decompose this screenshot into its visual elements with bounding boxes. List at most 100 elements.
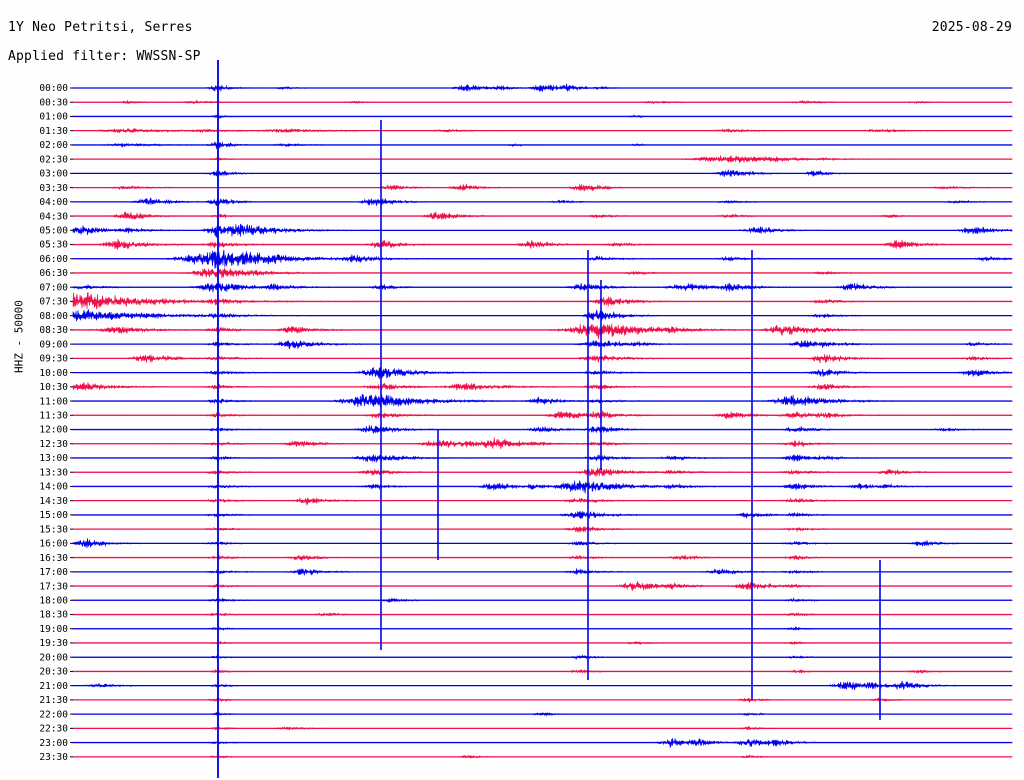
trace-row: [72, 510, 1013, 519]
time-tick-label: 19:30: [39, 638, 68, 649]
trace-row: [72, 291, 1013, 310]
time-tick-label: 01:00: [39, 112, 68, 123]
trace-row: [72, 127, 1013, 134]
trace-row: [72, 141, 1013, 150]
time-tick-label: 22:00: [39, 709, 68, 720]
trace-row: [72, 382, 1013, 391]
trace-row: [72, 597, 1013, 604]
time-tick-label: 20:00: [39, 652, 68, 663]
filter-label: Applied filter: WWSSN-SP: [8, 49, 201, 64]
time-tick-label: 03:30: [39, 183, 68, 194]
time-tick-label: 17:00: [39, 567, 68, 578]
trace-row: [72, 83, 1013, 92]
trace-row: [72, 467, 1013, 478]
time-tick-label: 01:30: [39, 126, 68, 137]
time-tick-label: 10:00: [39, 368, 68, 379]
trace-row: [72, 410, 1013, 421]
trace-row: [72, 168, 1013, 179]
time-tick-label: 23:30: [39, 752, 68, 763]
trace-row: [72, 580, 1013, 591]
trace-row: [72, 626, 1013, 631]
trace-row: [72, 711, 1013, 717]
time-tick-label: 03:00: [39, 169, 68, 180]
time-tick-label: 06:30: [39, 268, 68, 279]
time-tick-label: 16:00: [39, 539, 68, 550]
trace-row: [72, 353, 1013, 364]
time-tick-label: 11:30: [39, 410, 68, 421]
trace-row: [72, 480, 1013, 494]
time-tick-label: 14:30: [39, 496, 68, 507]
trace-row: [72, 267, 1013, 279]
time-tick-label: 20:30: [39, 667, 68, 678]
trace-row: [72, 640, 1013, 646]
time-tick-label: 10:30: [39, 382, 68, 393]
time-tick-label: 19:00: [39, 624, 68, 635]
time-tick-label: 09:00: [39, 339, 68, 350]
trace-row: [72, 425, 1013, 434]
trace-row: [72, 183, 1013, 192]
trace-row: [72, 393, 1013, 408]
time-tick-label: 22:30: [39, 724, 68, 735]
time-tick-label: 08:00: [39, 311, 68, 322]
trace-row: [72, 567, 1013, 576]
time-tick-label: 23:00: [39, 738, 68, 749]
time-tick-label: 07:00: [39, 282, 68, 293]
time-tick-label: 18:00: [39, 595, 68, 606]
trace-row: [72, 308, 1013, 322]
time-tick-label: 15:30: [39, 524, 68, 535]
time-tick-label: 16:30: [39, 553, 68, 564]
trace-row: [72, 323, 1013, 340]
trace-row: [72, 339, 1013, 350]
time-tick-label: 17:30: [39, 581, 68, 592]
time-tick-label: 02:00: [39, 140, 68, 151]
trace-row: [72, 725, 1013, 731]
time-tick-label: 21:00: [39, 681, 68, 692]
trace-row: [72, 497, 1013, 506]
time-tick-label: 00:00: [39, 83, 68, 94]
time-tick-label: 05:30: [39, 240, 68, 251]
time-tick-label: 00:30: [39, 97, 68, 108]
time-tick-label: 04:30: [39, 211, 68, 222]
time-tick-label: 11:00: [39, 396, 68, 407]
trace-row: [72, 223, 1013, 238]
trace-row: [72, 680, 1013, 691]
time-tick-label: 14:00: [39, 482, 68, 493]
date-label: 2025-08-29: [931, 20, 1012, 35]
trace-row: [72, 538, 1013, 549]
trace-row: [72, 367, 1013, 380]
trace-row: [72, 737, 1013, 748]
time-tick-label: 12:30: [39, 439, 68, 450]
trace-row: [72, 525, 1013, 534]
trace-row: [72, 154, 1013, 164]
page-title: 1Y Neo Petritsi, Serres: [8, 20, 193, 35]
time-tick-label: 21:30: [39, 695, 68, 706]
trace-row: [72, 249, 1013, 269]
time-tick-label: 07:30: [39, 297, 68, 308]
trace-row: [72, 668, 1013, 674]
trace-row: [72, 282, 1013, 293]
time-tick-label: 15:00: [39, 510, 68, 521]
time-tick-label: 05:00: [39, 226, 68, 237]
trace-row: [72, 612, 1013, 617]
trace-row: [72, 454, 1013, 464]
trace-row: [72, 113, 1013, 120]
time-tick-label: 13:30: [39, 467, 68, 478]
trace-row: [72, 197, 1013, 207]
time-tick-label: 12:00: [39, 425, 68, 436]
time-tick-label: 04:00: [39, 197, 68, 208]
trace-row: [72, 99, 1013, 105]
time-tick-label: 13:00: [39, 453, 68, 464]
time-tick-label: 08:30: [39, 325, 68, 336]
trace-row: [72, 654, 1013, 661]
time-tick-label: 02:30: [39, 154, 68, 165]
trace-row: [72, 437, 1013, 450]
trace-row: [72, 697, 1013, 703]
time-tick-label: 06:00: [39, 254, 68, 265]
trace-row: [72, 554, 1013, 562]
trace-row: [72, 754, 1013, 759]
time-tick-label: 18:30: [39, 610, 68, 621]
trace-row: [72, 211, 1013, 221]
